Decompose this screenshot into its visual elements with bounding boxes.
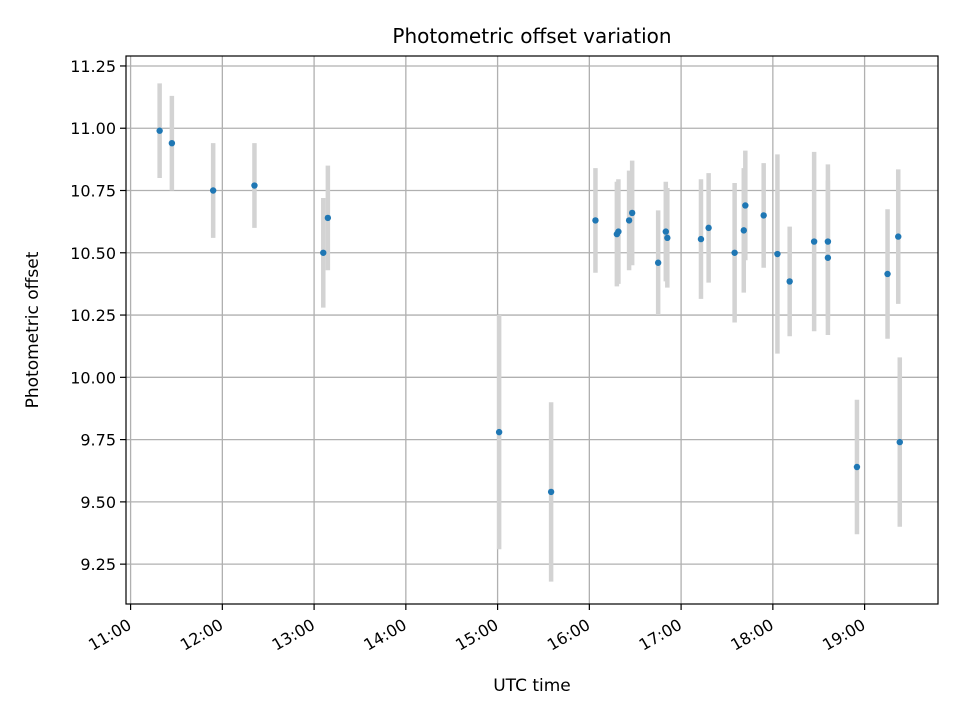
data-point [664, 234, 671, 242]
data-point [810, 238, 818, 245]
data-point [742, 202, 749, 209]
y-tick-label: 11.25 [70, 57, 116, 76]
data-point [628, 209, 636, 217]
data-point [884, 270, 891, 278]
y-axis-title: Photometric offset [23, 251, 43, 408]
plot-area [126, 56, 938, 604]
data-point [209, 187, 217, 194]
data-point [824, 238, 832, 245]
y-tick-label: 10.25 [70, 306, 116, 325]
data-point [853, 463, 861, 471]
data-point [495, 428, 503, 436]
plot-frame [125, 55, 939, 605]
data-point [547, 488, 555, 496]
data-point [625, 217, 633, 224]
data-point [774, 250, 781, 258]
data-point [592, 217, 599, 224]
data-point [824, 254, 832, 261]
data-point [324, 214, 332, 222]
y-tick-label: 9.50 [80, 493, 116, 512]
y-tick-label: 10.50 [70, 244, 116, 263]
data-point [895, 233, 902, 240]
data-point [320, 249, 327, 256]
data-point [896, 438, 903, 446]
data-point [786, 278, 793, 285]
data-point [251, 182, 258, 189]
data-point [705, 224, 712, 232]
y-tick-label: 10.00 [70, 368, 116, 387]
data-point [740, 227, 747, 234]
data-point [760, 212, 767, 219]
y-tick-label: 11.00 [70, 119, 116, 138]
grid [126, 56, 938, 604]
y-tick-label: 10.75 [70, 182, 116, 201]
data-point [168, 139, 176, 147]
data-point [731, 249, 738, 256]
data-point [654, 259, 662, 266]
data-point [662, 228, 670, 235]
data-point [156, 127, 163, 134]
y-tick-label: 9.75 [80, 431, 116, 450]
data-point [697, 235, 705, 243]
x-axis-title: UTC time [493, 676, 571, 696]
y-tick-label: 9.25 [80, 555, 116, 574]
data-point [615, 228, 622, 235]
chart-title: Photometric offset variation [392, 24, 671, 48]
data-points [156, 127, 903, 496]
